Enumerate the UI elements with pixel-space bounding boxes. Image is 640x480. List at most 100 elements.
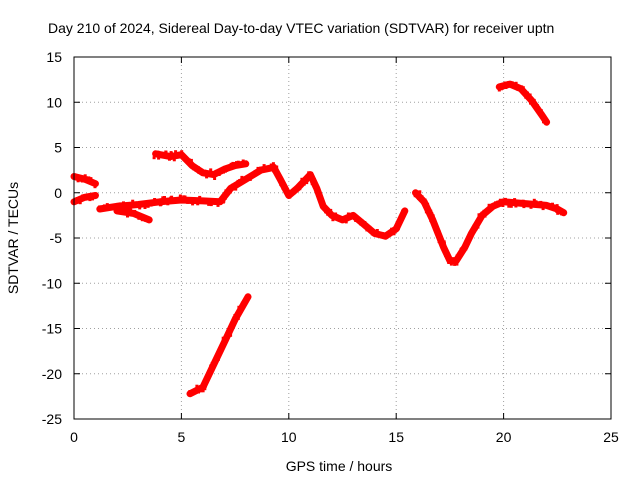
- data-point: [197, 390, 200, 394]
- data-point: [364, 223, 368, 227]
- data-point: [449, 262, 453, 266]
- data-point: [475, 223, 479, 227]
- data-point: [182, 157, 186, 161]
- data-point: [178, 194, 182, 198]
- data-point: [87, 176, 91, 180]
- x-tick-label: 25: [603, 429, 619, 445]
- data-point: [159, 202, 163, 206]
- data-point: [510, 81, 514, 85]
- data-point: [236, 160, 240, 164]
- data-point: [380, 234, 384, 238]
- data-point: [210, 365, 214, 368]
- data-point: [300, 177, 304, 181]
- data-point: [350, 212, 354, 216]
- data-point: [396, 224, 400, 228]
- data-point: [342, 217, 346, 221]
- y-tick-label: 15: [46, 49, 62, 65]
- data-point: [275, 170, 279, 174]
- data-point: [484, 211, 488, 214]
- data-point: [223, 196, 227, 200]
- data-point: [334, 212, 338, 216]
- data-point: [413, 194, 417, 198]
- data-point: [539, 111, 543, 115]
- data-point: [163, 196, 166, 199]
- data-point: [266, 167, 270, 171]
- data-point: [233, 321, 237, 325]
- data-point: [209, 203, 213, 207]
- data-point: [460, 252, 464, 256]
- data-point: [516, 87, 520, 91]
- data-point: [365, 226, 369, 230]
- data-point: [512, 85, 516, 89]
- data-point: [277, 177, 280, 180]
- data-point: [424, 210, 428, 214]
- data-point: [217, 351, 221, 355]
- data-point: [397, 222, 401, 226]
- data-point: [429, 219, 433, 223]
- data-point: [339, 216, 343, 220]
- data-point: [534, 106, 538, 110]
- data-point: [181, 155, 185, 159]
- data-point: [159, 155, 162, 159]
- data-point: [203, 380, 207, 384]
- data-point: [560, 212, 564, 216]
- data-point: [538, 109, 542, 113]
- data-point: [133, 209, 137, 213]
- data-point: [447, 261, 451, 264]
- data-point: [113, 205, 117, 209]
- data-point: [288, 195, 292, 199]
- data-point: [172, 197, 176, 201]
- data-point: [392, 232, 396, 236]
- data-point: [354, 219, 358, 222]
- data-point: [71, 199, 75, 203]
- data-point: [205, 175, 209, 179]
- data-point: [234, 318, 238, 322]
- data-point: [131, 199, 135, 203]
- data-point: [240, 305, 244, 309]
- data-point: [75, 197, 79, 201]
- axis-ticks: 0 5 10 15 20 25 15 10 5 0 -5 -10 -15 -20 -25: [42, 49, 619, 445]
- data-point: [539, 200, 543, 204]
- data-point: [483, 214, 487, 218]
- data-point: [336, 214, 339, 218]
- data-point: [387, 233, 391, 237]
- data-point: [359, 222, 362, 226]
- data-point: [294, 188, 298, 192]
- data-point: [206, 372, 210, 375]
- data-point: [376, 231, 380, 235]
- data-point: [129, 208, 133, 212]
- data-point: [293, 191, 296, 195]
- data-point: [207, 373, 211, 377]
- data-point: [471, 229, 475, 233]
- data-point: [275, 165, 279, 169]
- data-point: [292, 187, 296, 191]
- data-point: [526, 91, 529, 95]
- data-point: [146, 204, 150, 208]
- data-point: [176, 154, 180, 158]
- data-point: [394, 226, 398, 230]
- data-point: [209, 171, 213, 175]
- data-point: [346, 212, 350, 216]
- data-point: [153, 198, 157, 201]
- data-point: [227, 188, 231, 192]
- data-point: [143, 201, 147, 205]
- data-point: [245, 177, 249, 181]
- data-point: [118, 202, 122, 206]
- data-point: [524, 201, 528, 205]
- data-point: [149, 203, 153, 207]
- data-point: [209, 168, 213, 172]
- data-point: [175, 197, 179, 201]
- data-point: [522, 205, 526, 209]
- data-point: [231, 323, 235, 327]
- data-point: [126, 211, 130, 215]
- data-point: [205, 380, 209, 384]
- data-point: [185, 160, 189, 164]
- data-point: [87, 193, 91, 197]
- data-point: [199, 389, 203, 393]
- data-point: [536, 109, 540, 113]
- data-point: [476, 225, 480, 229]
- y-tick-label: -15: [42, 321, 62, 337]
- data-point: [477, 213, 481, 217]
- data-point: [204, 384, 207, 388]
- data-point: [472, 226, 476, 230]
